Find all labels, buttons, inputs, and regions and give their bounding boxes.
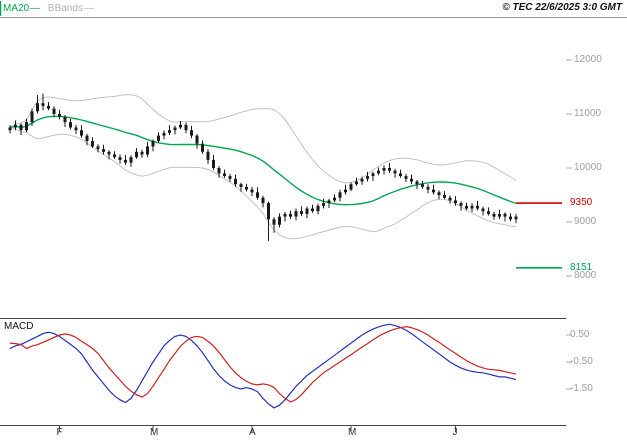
price-axis-label: 12000 <box>574 54 602 65</box>
price-axis-label: 11000 <box>574 108 602 119</box>
price-axis-label: 8000 <box>574 270 597 281</box>
level-label: 9350 <box>570 197 593 209</box>
level-label: 8151 <box>570 261 593 273</box>
macd-axis-label: 0.50 <box>570 329 590 340</box>
price-axis-label: 9000 <box>574 216 597 227</box>
x-axis-month-label: A <box>249 427 256 438</box>
x-axis-month-label: M <box>150 427 159 438</box>
copyright-text: © TEC 22/6/2025 3:0 GMT <box>502 2 622 13</box>
macd-axis-label: -0.50 <box>570 356 593 367</box>
x-axis-month-label: F <box>56 427 63 438</box>
x-axis-month-label: J <box>452 427 458 438</box>
ma20-legend-label: MA20 <box>3 3 30 14</box>
macd-panel-label: MACD <box>4 321 34 332</box>
price-axis-label: 10000 <box>574 162 602 173</box>
bbands-legend-label: BBands <box>47 3 83 14</box>
ma20-legend-swatch: — <box>30 3 40 14</box>
macd-axis-label: -1.50 <box>570 383 593 394</box>
indicator-legend: MA20— BBands— <box>3 3 94 15</box>
bbands-legend-swatch: — <box>83 3 94 14</box>
x-axis-month-label: M <box>348 427 357 438</box>
